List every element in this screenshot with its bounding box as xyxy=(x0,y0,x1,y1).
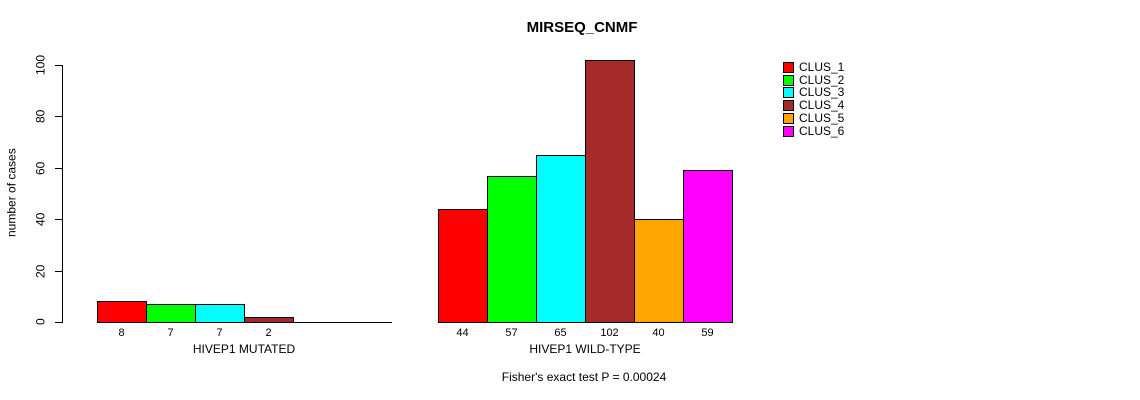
legend-label: CLUS_6 xyxy=(799,123,845,138)
bar-value-label: 65 xyxy=(554,327,567,339)
legend-swatch-clus_4 xyxy=(783,100,794,112)
legend-label: CLUS_2 xyxy=(799,72,845,87)
bar-hivep1-mutated-clus_4 xyxy=(244,317,294,323)
group-label: HIVEP1 MUTATED xyxy=(192,342,296,356)
legend-swatch-clus_6 xyxy=(783,125,794,137)
bar-value-label: 44 xyxy=(456,327,469,339)
bar-hivep1-mutated-clus_2 xyxy=(146,304,196,323)
bar-hivep1-mutated-clus_1 xyxy=(97,301,147,323)
y-axis-tick-label: 20 xyxy=(33,263,48,278)
bar-value-label: 40 xyxy=(652,327,665,339)
y-axis-tick xyxy=(55,322,62,323)
bar-value-label: 2 xyxy=(265,327,272,339)
bar-value-label: 8 xyxy=(118,327,125,339)
y-axis-tick xyxy=(55,270,62,272)
legend-swatch-clus_2 xyxy=(783,74,794,86)
bar-hivep1-wild-type-clus_4 xyxy=(585,60,635,323)
fisher-test-annotation: Fisher's exact test P = 0.00024 xyxy=(501,370,667,384)
bar-value-label: 57 xyxy=(505,327,518,339)
y-axis-tick xyxy=(55,116,62,118)
legend-label: CLUS_4 xyxy=(799,98,845,113)
y-axis-tick-label: 40 xyxy=(33,212,48,226)
legend-swatch-clus_5 xyxy=(783,112,794,124)
bar-value-label: 102 xyxy=(600,327,619,339)
group-label: HIVEP1 WILD-TYPE xyxy=(529,342,641,356)
legend-label: CLUS_3 xyxy=(799,85,845,100)
bar-value-label: 7 xyxy=(167,327,174,339)
bar-hivep1-mutated-clus_3 xyxy=(195,304,245,323)
legend-swatch-clus_1 xyxy=(783,62,794,73)
y-axis-tick xyxy=(55,219,62,221)
bar-value-label: 59 xyxy=(701,327,714,339)
bar-hivep1-wild-type-clus_3 xyxy=(536,155,586,323)
legend-label: CLUS_1 xyxy=(799,60,845,74)
bar-hivep1-wild-type-clus_1 xyxy=(438,209,488,323)
y-axis-tick-label: 0 xyxy=(33,318,48,326)
bar-value-label: 7 xyxy=(216,327,223,339)
bar-hivep1-wild-type-clus_5 xyxy=(634,219,684,323)
y-axis-tick-label: 80 xyxy=(33,109,48,124)
y-axis-tick-label: 60 xyxy=(33,161,48,175)
y-axis-line xyxy=(62,65,63,323)
y-axis-tick xyxy=(55,65,62,66)
bar-hivep1-wild-type-clus_2 xyxy=(487,176,537,323)
y-axis-tick xyxy=(55,167,62,169)
legend-swatch-clus_3 xyxy=(783,87,794,99)
bar-hivep1-wild-type-clus_6 xyxy=(683,170,733,323)
legend-label: CLUS_5 xyxy=(799,110,845,125)
chart-title: MIRSEQ_CNMF xyxy=(526,19,638,36)
y-axis-tick-label: 100 xyxy=(33,54,48,76)
